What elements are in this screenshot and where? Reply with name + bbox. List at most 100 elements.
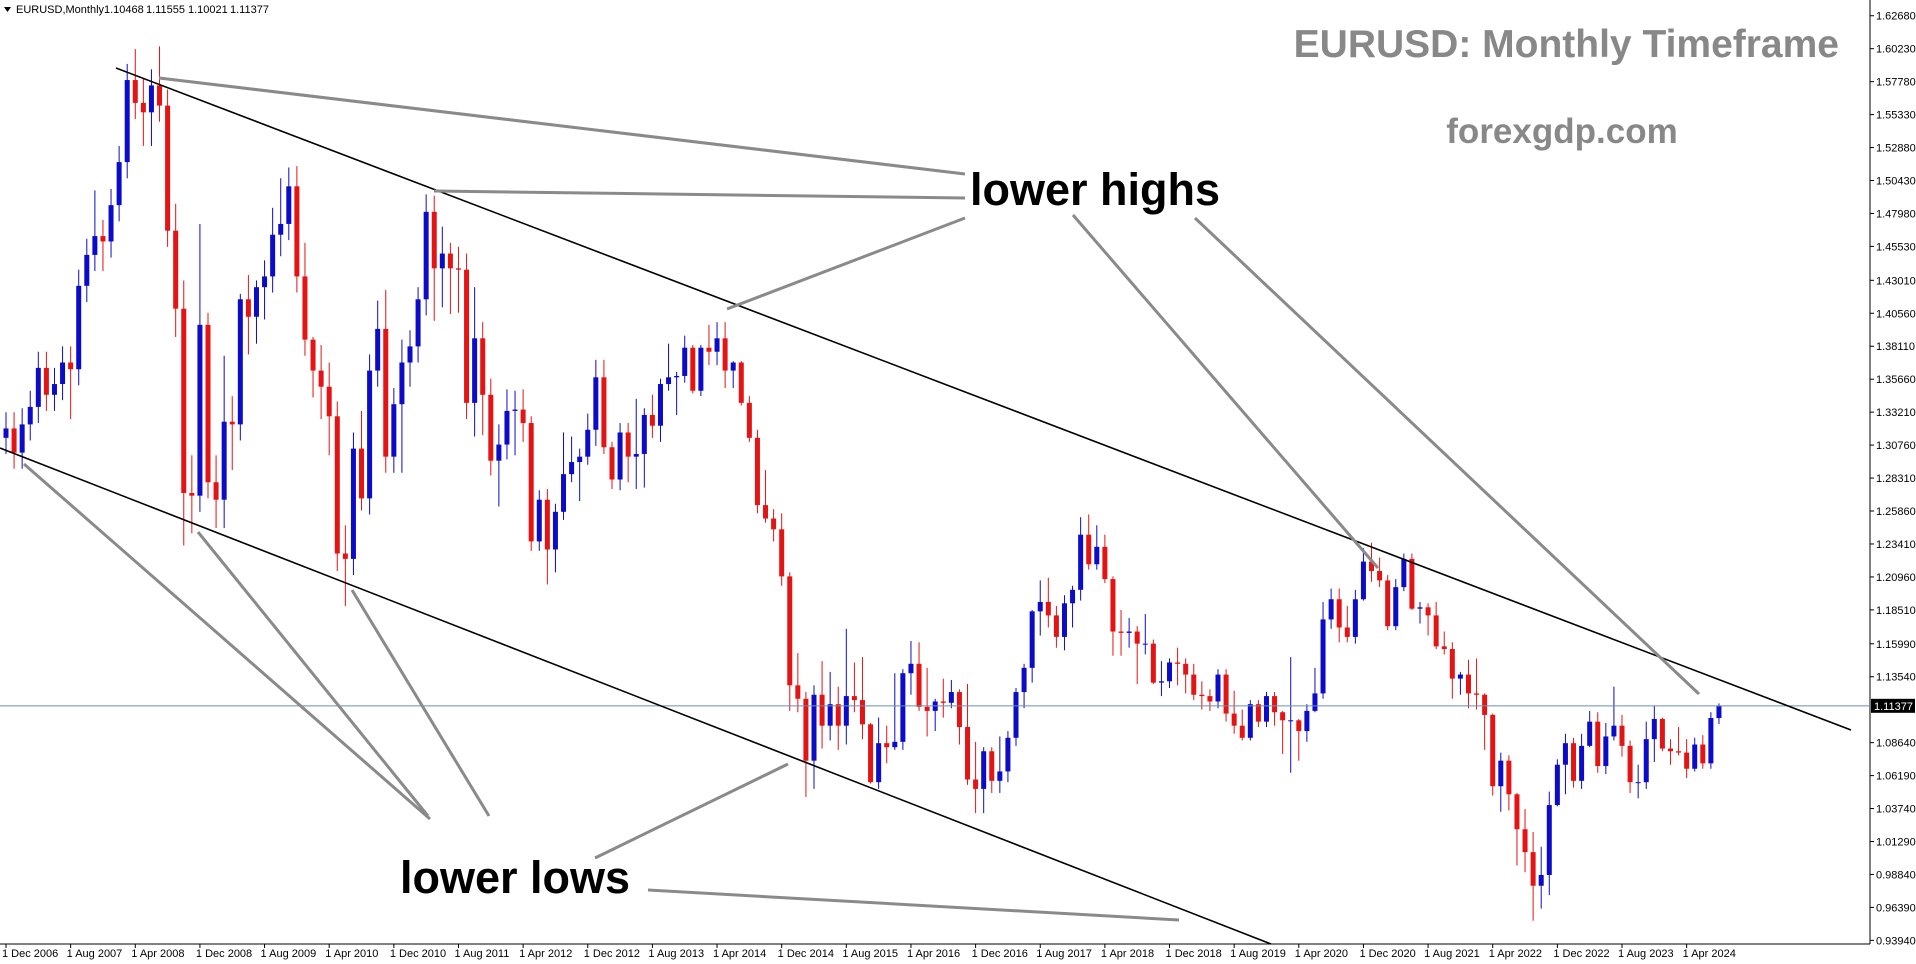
x-tick-label: 1 Aug 2021 <box>1424 948 1480 960</box>
candle-body <box>1409 558 1415 609</box>
x-tick-label: 1 Aug 2017 <box>1036 948 1092 960</box>
candle-body <box>940 701 946 703</box>
candle-body <box>924 706 930 711</box>
candle-body <box>221 421 227 500</box>
candle-body <box>318 370 324 387</box>
x-tick-label: 1 Dec 2006 <box>2 948 58 960</box>
y-tick-label: 1.01290 <box>1876 837 1916 849</box>
x-tick-label: 1 Apr 2012 <box>519 948 572 960</box>
candle-body <box>682 347 688 376</box>
candle-body <box>803 698 809 761</box>
candle-body <box>771 518 777 530</box>
candle-body <box>1571 743 1577 781</box>
y-tick-label: 1.55330 <box>1876 110 1916 122</box>
candle-body <box>593 377 599 430</box>
candle-body <box>447 253 453 269</box>
candle-body <box>124 80 130 163</box>
candle-body <box>1352 599 1358 637</box>
candle-body <box>496 444 502 461</box>
candle-body <box>11 428 17 453</box>
x-tick-label: 1 Dec 2016 <box>972 948 1028 960</box>
candle-body <box>1263 696 1269 722</box>
pointer-line <box>433 189 966 200</box>
x-tick-label: 1 Aug 2009 <box>261 948 317 960</box>
candle-body <box>981 751 987 789</box>
candle-body <box>577 456 583 463</box>
upper-trendline <box>115 67 1852 731</box>
candle-body <box>561 474 567 512</box>
candle-body <box>1441 646 1447 650</box>
candle-body <box>544 499 550 550</box>
candle-body <box>706 347 712 352</box>
header-close: 1.11377 <box>230 4 269 16</box>
candle-body <box>1538 874 1544 886</box>
y-tick-label: 1.13540 <box>1876 672 1916 684</box>
candle-body <box>278 223 284 235</box>
candle-body <box>1150 643 1156 683</box>
pointer-line <box>196 531 430 817</box>
annotation: lower lows <box>400 852 630 903</box>
header-arrow <box>4 7 11 12</box>
candle-body <box>1433 615 1439 647</box>
candle-body <box>92 236 98 255</box>
candle-body <box>1579 745 1585 781</box>
lower-trendline <box>0 447 1272 945</box>
candle-body <box>1490 714 1496 787</box>
candle-body <box>722 338 728 371</box>
candle-body <box>181 308 187 493</box>
candle-body <box>1086 534 1092 565</box>
candle-body <box>1013 692 1019 738</box>
candle-body <box>1385 580 1391 627</box>
candle-body <box>237 299 243 425</box>
pointer-line <box>594 762 789 860</box>
x-tick-label: 1 Dec 2010 <box>390 948 446 960</box>
candle-body <box>1619 725 1625 746</box>
candle-body <box>439 253 445 269</box>
y-tick-label: 1.15990 <box>1876 639 1916 651</box>
candle-body <box>730 362 736 371</box>
candle-body <box>1506 760 1512 795</box>
candle-body <box>270 234 276 277</box>
pointer-line <box>647 888 1180 922</box>
candle-body <box>1684 752 1690 769</box>
y-tick-label: 1.38110 <box>1876 341 1915 353</box>
candle-body <box>1247 704 1253 738</box>
candle-body <box>819 694 825 726</box>
candle-body <box>1288 720 1294 722</box>
candle-body <box>868 724 874 783</box>
candle-body <box>1304 710 1310 732</box>
x-tick-label: 1 Dec 2012 <box>584 948 640 960</box>
x-tick-label: 1 Apr 2014 <box>713 948 766 960</box>
candle-body <box>1191 674 1197 695</box>
candle-body <box>827 704 833 726</box>
candle-body <box>1360 561 1366 600</box>
candle-body <box>512 409 518 411</box>
candle-body <box>916 663 922 707</box>
candle-body <box>1700 744 1706 764</box>
candle-body <box>1401 558 1407 588</box>
candle-body <box>641 414 647 454</box>
candle-body <box>431 211 437 269</box>
candle-body <box>973 779 979 789</box>
candle-body <box>1377 571 1383 581</box>
candle-body <box>1514 794 1520 830</box>
candle-body <box>1369 561 1375 572</box>
candle-body <box>1312 693 1318 711</box>
candle-body <box>1498 760 1504 787</box>
candle-body <box>1118 631 1124 633</box>
candle-body <box>1393 587 1399 627</box>
candle-body <box>1158 681 1164 683</box>
y-tick-label: 1.03740 <box>1876 804 1916 816</box>
x-tick-label: 1 Aug 2015 <box>842 948 898 960</box>
candle-body <box>415 299 421 347</box>
candle-body <box>1482 694 1488 715</box>
candle-body <box>1474 693 1480 695</box>
candle-body <box>520 409 526 424</box>
candle-body <box>205 324 211 483</box>
chart-subtitle: forexgdp.com <box>1446 112 1677 151</box>
plot-area <box>0 46 1870 921</box>
candle-body <box>1126 631 1132 633</box>
y-tick-label: 1.25860 <box>1876 506 1916 518</box>
y-tick-label: 0.96390 <box>1876 902 1916 914</box>
candle-body <box>504 410 510 445</box>
